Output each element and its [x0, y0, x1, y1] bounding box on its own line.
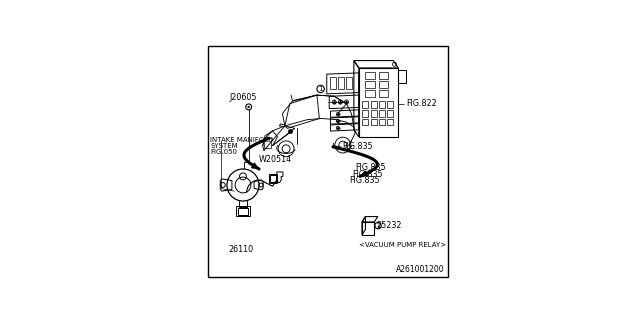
Bar [346, 77, 351, 89]
Bar [362, 119, 369, 125]
Text: 1: 1 [376, 223, 380, 228]
Text: <VACUUM PUMP RELAY>: <VACUUM PUMP RELAY> [359, 242, 446, 248]
Text: INTAKE MANIFOLD: INTAKE MANIFOLD [210, 137, 273, 143]
Bar [378, 90, 388, 97]
Bar [387, 110, 393, 116]
Bar [365, 81, 375, 88]
Bar [371, 119, 376, 125]
Text: W20514: W20514 [259, 155, 292, 164]
Bar [236, 206, 250, 216]
Text: FIG.835: FIG.835 [349, 176, 380, 185]
Bar [362, 101, 369, 108]
Text: 25232: 25232 [377, 221, 403, 230]
Text: A261001200: A261001200 [396, 265, 445, 274]
Bar [371, 110, 376, 116]
Bar [365, 72, 375, 79]
Bar [330, 77, 336, 89]
Bar [270, 175, 276, 182]
Bar [379, 101, 385, 108]
Text: 1: 1 [318, 86, 323, 92]
Bar [269, 174, 277, 183]
Bar [378, 81, 388, 88]
Text: J20605: J20605 [229, 93, 257, 102]
Bar [365, 90, 375, 97]
Bar [238, 208, 248, 215]
Bar [387, 101, 393, 108]
Bar [339, 77, 344, 89]
Text: FIG.835: FIG.835 [342, 142, 372, 151]
Text: 26110: 26110 [228, 245, 254, 254]
Bar [379, 119, 385, 125]
Bar [264, 138, 271, 148]
Bar [378, 72, 388, 79]
Text: FIG.835: FIG.835 [355, 163, 386, 172]
Text: SYSTEM: SYSTEM [210, 143, 238, 149]
Bar [387, 119, 393, 125]
Text: FIG.822: FIG.822 [406, 99, 436, 108]
Text: FIG.835: FIG.835 [352, 170, 383, 179]
Bar [362, 110, 369, 116]
Text: FIG.050: FIG.050 [210, 149, 237, 155]
Bar [371, 101, 376, 108]
Bar [379, 110, 385, 116]
